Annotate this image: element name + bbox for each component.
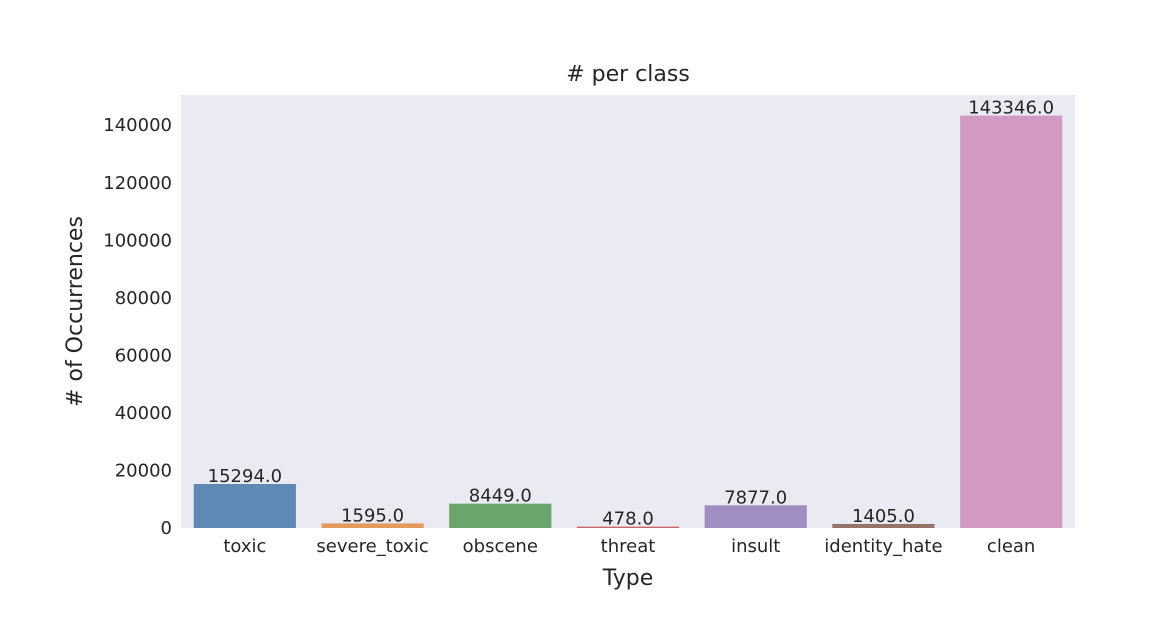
data-label: 7877.0 <box>724 487 787 508</box>
x-axis-label: Type <box>602 566 654 591</box>
x-tick-label: threat <box>601 536 656 557</box>
chart-title: # per class <box>566 62 690 87</box>
data-label: 8449.0 <box>469 486 532 507</box>
bar-obscene <box>449 503 552 528</box>
x-tick-label: obscene <box>463 536 538 557</box>
bar-threat <box>576 526 680 528</box>
bar-clean <box>960 115 1063 529</box>
x-tick-label: clean <box>987 536 1035 557</box>
y-tick-label: 20000 <box>115 460 172 481</box>
bar-identity-hate <box>832 523 935 528</box>
bar-severe-toxic <box>321 523 424 528</box>
x-tick-label: toxic <box>223 536 266 557</box>
y-tick-label: 0 <box>161 518 172 539</box>
data-label: 1595.0 <box>341 505 404 526</box>
y-tick-label: 140000 <box>103 115 172 136</box>
bars-layer <box>193 115 1063 529</box>
x-tick-label: identity_hate <box>824 536 942 557</box>
y-tick-label: 40000 <box>115 403 172 424</box>
data-label: 143346.0 <box>968 98 1054 119</box>
y-axis-ticks: 0 20000 40000 60000 80000 100000 120000 140000 <box>103 115 172 539</box>
y-axis-label: # of Occurrences <box>63 216 88 407</box>
plot-area <box>181 95 1075 528</box>
bar-toxic <box>193 484 296 528</box>
x-tick-label: severe_toxic <box>316 536 428 557</box>
data-label: 478.0 <box>602 509 654 530</box>
data-label: 1405.0 <box>852 506 915 527</box>
y-tick-label: 60000 <box>115 345 172 366</box>
y-tick-label: 80000 <box>115 288 172 309</box>
y-tick-label: 100000 <box>103 230 172 251</box>
data-label: 15294.0 <box>208 466 282 487</box>
x-tick-label: insult <box>731 536 780 557</box>
data-labels-layer: 15294.0 1595.0 8449.0 478.0 7877.0 1405.0 1433… <box>208 98 1054 530</box>
x-axis-ticks: toxic severe_toxic obscene threat insult iden… <box>223 536 1035 557</box>
bar-insult <box>704 505 807 528</box>
y-tick-label: 120000 <box>103 173 172 194</box>
